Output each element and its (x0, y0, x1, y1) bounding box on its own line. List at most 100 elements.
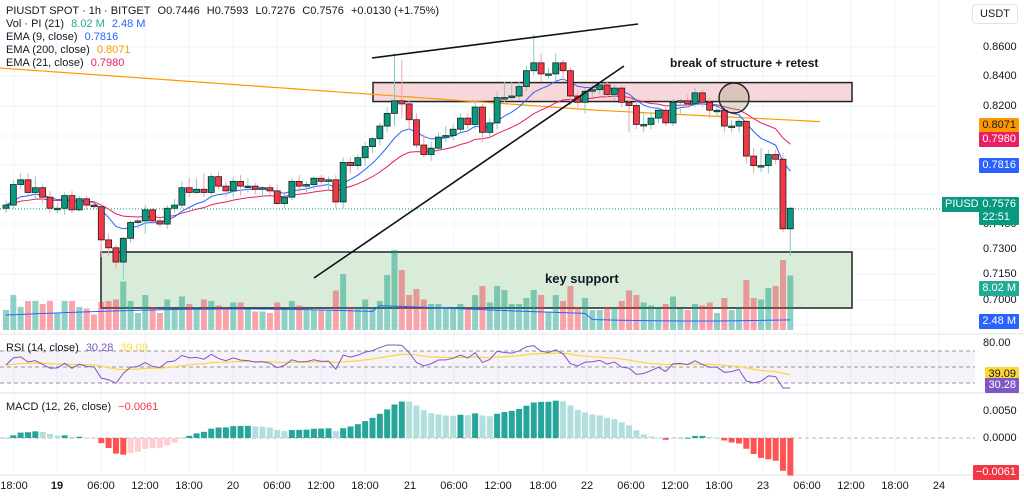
time-tick: 18:00 (0, 480, 28, 492)
candle-body (625, 101, 633, 106)
time-tick: 21 (403, 480, 417, 492)
macd-histogram-bar (655, 437, 662, 439)
macd-histogram-bar (560, 401, 567, 438)
candle-body (251, 185, 259, 190)
volume-bar (428, 304, 435, 330)
macd-histogram-bar (552, 400, 559, 438)
candle-body (9, 184, 17, 206)
candle-body (493, 97, 501, 124)
candle-body (347, 162, 354, 166)
time-tick: 19 (50, 480, 64, 492)
macd-histogram-bar (332, 431, 339, 438)
macd-histogram-bar (3, 438, 9, 439)
macd-histogram-bar (582, 412, 589, 438)
candle-body (215, 176, 222, 187)
legend-ema21[interactable]: EMA (21, close) 0.7980 (6, 57, 128, 69)
volume-bar (127, 301, 134, 330)
legend-ema9[interactable]: EMA (9, close) 0.7816 (6, 31, 122, 43)
volume-bar (662, 304, 669, 330)
time-tick: 18:00 (351, 480, 379, 492)
volume-bar (134, 313, 141, 330)
macd-histogram-bar (765, 438, 772, 460)
candle-body (185, 187, 193, 193)
candle-body (728, 125, 736, 128)
volume-bar (684, 310, 691, 330)
candle-body (31, 187, 39, 193)
countdown-value: 22:51 (982, 211, 1010, 223)
macd-value: −0.0061 (118, 401, 159, 413)
macd-histogram-bar (662, 438, 669, 440)
macd-histogram-bar (178, 438, 185, 439)
macd-histogram-bar (61, 435, 68, 438)
ema9-line (5, 78, 791, 230)
volume-bar (721, 298, 728, 330)
candle-body (156, 220, 164, 225)
macd-histogram-bar (640, 434, 647, 438)
annotation-key-support[interactable]: key support (545, 271, 619, 286)
candle-body (127, 222, 135, 239)
macd-histogram-bar (76, 436, 83, 438)
currency-selector[interactable]: USDT (972, 4, 1018, 24)
candle-body (647, 117, 655, 125)
rising-trendline (313, 65, 625, 279)
volume-bar (567, 286, 574, 330)
candle-body (200, 188, 208, 193)
volume-bar (83, 308, 90, 330)
volume-bar (765, 288, 772, 330)
macd-tick: 0.0050 (983, 405, 1017, 417)
last-price-value: 0.7576 (982, 198, 1016, 210)
candle-body (750, 155, 758, 166)
legend-macd[interactable]: MACD (12, 26, close) −0.0061 (6, 401, 162, 413)
volume-bar (523, 298, 530, 330)
high-value: H0.7593 (206, 5, 249, 17)
volume-bar (714, 313, 721, 330)
macd-histogram-bar (10, 435, 17, 438)
legend-header: PIUSDT SPOT · 1h · BITGET O0.7446 H0.759… (6, 5, 443, 17)
macd-histogram-bar (354, 424, 361, 438)
time-tick: 12:00 (837, 480, 865, 492)
retest-circle (718, 82, 750, 114)
candle-body (420, 144, 428, 155)
volume-bar (486, 302, 493, 330)
volume-bar (259, 311, 266, 330)
macd-histogram-bar (604, 417, 611, 438)
volume-bar (90, 314, 97, 330)
macd-histogram-bar (692, 435, 699, 438)
time-tick: 06:00 (793, 480, 821, 492)
macd-histogram-bar (296, 429, 303, 438)
macd-histogram-bar (406, 401, 413, 438)
macd-histogram-bar (508, 410, 515, 438)
volume-bar (281, 308, 288, 330)
time-tick: 06:00 (263, 480, 291, 492)
legend-rsi[interactable]: RSI (14, close) 30.28 39.09 (6, 342, 152, 354)
time-tick: 12:00 (307, 480, 335, 492)
candle-body (618, 87, 626, 103)
macd-histogram-bar (384, 409, 391, 438)
time-tick: 12:00 (131, 480, 159, 492)
macd-histogram-bar (112, 438, 119, 454)
volume-bar (237, 302, 244, 330)
time-tick: 06:00 (617, 480, 645, 492)
legend-volume[interactable]: Vol · PI (21) 8.02 M 2.48 M (6, 18, 149, 30)
macd-histogram-bar (706, 436, 713, 438)
volume-bar (699, 305, 706, 330)
candle-body (479, 106, 486, 133)
macd-histogram-bar (68, 436, 75, 438)
volume-bar (633, 295, 640, 330)
volume-bar (604, 307, 611, 330)
volume-bar (384, 275, 391, 330)
macd-histogram-bar (677, 437, 684, 439)
symbol-title[interactable]: PIUSDT SPOT · 1h · BITGET (6, 5, 151, 17)
annotation-break-of-structure[interactable]: break of structure + retest (670, 56, 819, 70)
candle-body (764, 154, 772, 166)
candle-body (134, 220, 142, 223)
macd-histogram-bar (596, 415, 603, 438)
candle-body (457, 117, 464, 130)
volume-bar (464, 307, 471, 330)
candle-body (449, 128, 457, 136)
volume-bar (10, 295, 17, 330)
time-tick: 23 (756, 480, 770, 492)
legend-ema200[interactable]: EMA (200, close) 0.8071 (6, 44, 134, 56)
volume-bar (787, 275, 794, 330)
